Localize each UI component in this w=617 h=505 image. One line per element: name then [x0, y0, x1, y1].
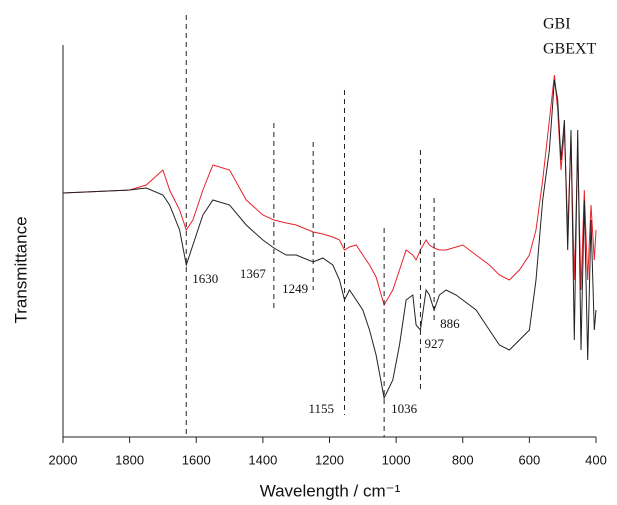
legend-label: GBI: [543, 16, 571, 33]
peak-label: 1249: [282, 281, 308, 296]
x-tick-label: 1200: [315, 452, 344, 467]
peak-label: 927: [424, 336, 444, 351]
peak-label: 886: [440, 316, 460, 331]
peak-label: 1367: [240, 266, 266, 281]
x-tick-label: 1800: [115, 452, 144, 467]
peak-label: 1630: [192, 271, 218, 286]
series-line: [62, 74, 597, 307]
series-line: [62, 79, 597, 400]
x-tick-label: 1600: [182, 452, 211, 467]
x-tick-label: 2000: [49, 452, 78, 467]
x-tick-label: 800: [452, 452, 474, 467]
x-tick-label: 1000: [382, 452, 411, 467]
x-tick-label: 600: [519, 452, 541, 467]
x-tick-label: 1400: [248, 452, 277, 467]
legend-label: GBEXT: [543, 41, 597, 58]
x-tick-label: 400: [585, 452, 607, 467]
x-axis-title: Wavelength / cm⁻¹: [260, 481, 401, 500]
y-axis-title: Transmittance: [11, 216, 30, 323]
peak-label: 1155: [308, 401, 334, 416]
peak-label: 1036: [391, 401, 418, 416]
